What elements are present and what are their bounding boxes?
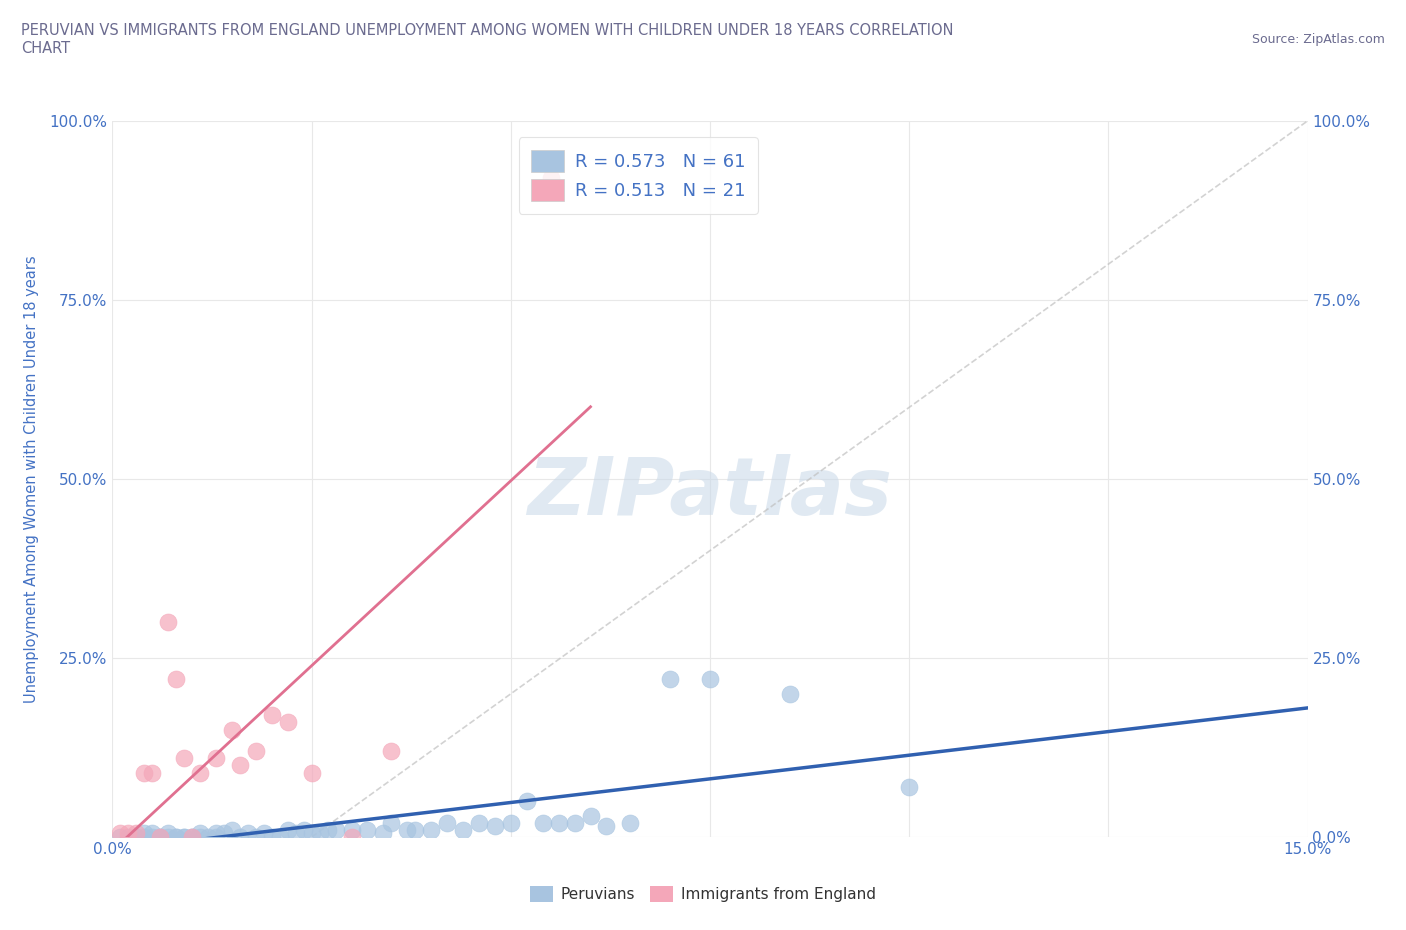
Point: [308, 826, 330, 841]
Point: [165, 672, 187, 687]
Point: [157, 830, 180, 844]
Point: [149, 830, 172, 844]
Point: [229, 830, 252, 844]
Point: [260, 708, 283, 723]
Point: [149, 830, 172, 844]
Point: [117, 826, 139, 841]
Point: [157, 615, 180, 630]
Point: [420, 822, 443, 837]
Point: [205, 751, 228, 765]
Point: [579, 808, 602, 823]
Point: [277, 822, 299, 837]
Point: [229, 758, 252, 773]
Point: [316, 822, 339, 837]
Legend: Peruvians, Immigrants from England: Peruvians, Immigrants from England: [524, 880, 882, 909]
Point: [301, 765, 323, 780]
Point: [547, 816, 569, 830]
Point: [125, 830, 148, 844]
Point: [149, 830, 172, 844]
Point: [173, 830, 195, 844]
Point: [188, 826, 211, 841]
Point: [212, 826, 235, 841]
Text: Source: ZipAtlas.com: Source: ZipAtlas.com: [1251, 33, 1385, 46]
Point: [221, 722, 243, 737]
Point: [141, 826, 163, 841]
Point: [117, 830, 139, 844]
Point: [188, 765, 211, 780]
Point: [484, 818, 506, 833]
Point: [451, 822, 474, 837]
Point: [564, 816, 586, 830]
Text: PERUVIAN VS IMMIGRANTS FROM ENGLAND UNEMPLOYMENT AMONG WOMEN WITH CHILDREN UNDER: PERUVIAN VS IMMIGRANTS FROM ENGLAND UNEM…: [21, 23, 953, 56]
Point: [173, 830, 195, 844]
Point: [531, 816, 554, 830]
Point: [396, 822, 419, 837]
Point: [404, 822, 426, 837]
Point: [373, 826, 395, 841]
Point: [699, 672, 721, 687]
Point: [245, 830, 267, 844]
Point: [141, 765, 163, 780]
Point: [134, 826, 156, 841]
Point: [221, 822, 243, 837]
Point: [260, 830, 283, 844]
Point: [468, 816, 491, 830]
Point: [436, 816, 458, 830]
Point: [301, 826, 323, 841]
Legend: R = 0.573   N = 61, R = 0.513   N = 21: R = 0.573 N = 61, R = 0.513 N = 21: [519, 137, 758, 214]
Point: [188, 830, 211, 844]
Point: [134, 765, 156, 780]
Point: [134, 830, 156, 844]
Point: [340, 822, 363, 837]
Point: [540, 171, 562, 186]
Y-axis label: Unemployment Among Women with Children Under 18 years: Unemployment Among Women with Children U…: [24, 255, 38, 703]
Point: [269, 830, 291, 844]
Point: [284, 826, 307, 841]
Point: [356, 822, 378, 837]
Point: [245, 744, 267, 759]
Point: [595, 818, 617, 833]
Text: ZIPatlas: ZIPatlas: [527, 454, 893, 532]
Point: [181, 830, 204, 844]
Point: [340, 830, 363, 844]
Point: [157, 826, 180, 841]
Point: [659, 672, 682, 687]
Point: [516, 794, 538, 809]
Point: [205, 826, 228, 841]
Point: [253, 826, 276, 841]
Point: [165, 830, 187, 844]
Point: [181, 830, 204, 844]
Point: [173, 751, 195, 765]
Point: [125, 830, 148, 844]
Point: [898, 779, 921, 794]
Point: [197, 830, 219, 844]
Point: [236, 826, 259, 841]
Point: [499, 816, 522, 830]
Point: [325, 822, 347, 837]
Point: [277, 715, 299, 730]
Point: [205, 830, 228, 844]
Point: [779, 686, 801, 701]
Point: [125, 826, 148, 841]
Point: [380, 744, 402, 759]
Point: [110, 830, 132, 844]
Point: [110, 826, 132, 841]
Point: [380, 816, 402, 830]
Point: [292, 822, 315, 837]
Point: [619, 816, 641, 830]
Point: [141, 830, 163, 844]
Point: [165, 830, 187, 844]
Point: [181, 830, 204, 844]
